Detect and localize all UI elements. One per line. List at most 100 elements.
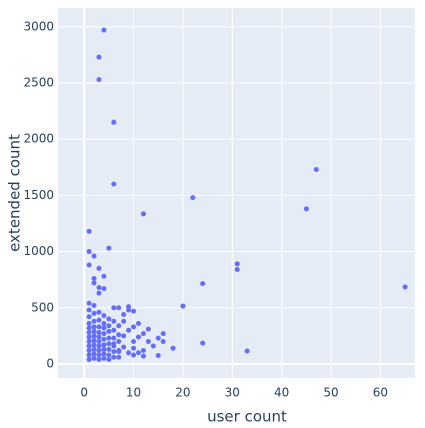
point	[106, 245, 112, 251]
point	[111, 305, 117, 311]
point	[106, 346, 112, 352]
point	[96, 324, 102, 330]
point	[101, 346, 107, 352]
point	[86, 338, 92, 344]
point	[86, 325, 92, 331]
point	[106, 356, 112, 362]
point	[101, 336, 107, 342]
point	[96, 285, 102, 291]
point	[96, 309, 102, 315]
point	[303, 206, 309, 212]
point	[101, 355, 107, 361]
x-tick-label: 20	[175, 386, 190, 400]
point	[190, 195, 196, 201]
point	[91, 318, 97, 324]
point	[121, 344, 127, 350]
point	[111, 181, 117, 187]
point	[86, 314, 92, 320]
point	[200, 281, 206, 287]
point	[155, 335, 161, 341]
point	[116, 323, 122, 329]
point	[160, 331, 166, 337]
x-tick-label: 50	[323, 386, 338, 400]
point	[131, 338, 137, 344]
point	[111, 335, 117, 341]
point	[96, 338, 102, 344]
point	[140, 353, 146, 359]
point	[96, 347, 102, 353]
point	[170, 345, 176, 351]
point	[234, 261, 240, 267]
point	[86, 334, 92, 340]
x-tick-label: 30	[225, 386, 240, 400]
x-tick-label: 40	[274, 386, 289, 400]
point	[140, 211, 146, 217]
point	[91, 303, 97, 309]
x-tick-label: 0	[80, 386, 88, 400]
point	[131, 308, 137, 314]
point	[91, 342, 97, 348]
point	[86, 300, 92, 306]
point	[116, 354, 122, 360]
point	[96, 343, 102, 349]
point	[180, 303, 186, 309]
point	[150, 343, 156, 349]
point	[106, 352, 112, 358]
y-tick-label: 2000	[23, 132, 54, 146]
point	[234, 267, 240, 273]
point	[96, 77, 102, 83]
point	[91, 253, 97, 259]
point	[106, 316, 112, 322]
point	[111, 318, 117, 324]
point	[126, 350, 132, 356]
point	[135, 334, 141, 340]
point	[86, 262, 92, 268]
point	[96, 317, 102, 323]
point	[111, 354, 117, 360]
point	[86, 329, 92, 335]
y-tick-label: 0	[46, 356, 54, 370]
point	[91, 333, 97, 339]
point	[106, 323, 112, 329]
point	[131, 345, 137, 351]
point	[111, 349, 117, 355]
point	[145, 326, 151, 332]
point	[86, 320, 92, 326]
point	[145, 338, 151, 344]
point	[135, 350, 141, 356]
point	[101, 273, 107, 279]
point	[101, 313, 107, 319]
point	[106, 341, 112, 347]
point	[101, 325, 107, 331]
point	[101, 331, 107, 337]
point	[91, 351, 97, 357]
point	[96, 265, 102, 271]
point	[91, 280, 97, 286]
point	[155, 353, 161, 359]
point	[101, 342, 107, 348]
point	[244, 348, 250, 354]
point	[91, 328, 97, 334]
point	[121, 318, 127, 324]
point	[140, 331, 146, 337]
point	[140, 347, 146, 353]
point	[111, 327, 117, 333]
point	[86, 356, 92, 362]
point	[96, 334, 102, 340]
y-tick-label: 500	[31, 300, 54, 314]
y-tick-label: 1500	[23, 188, 54, 202]
point	[126, 304, 132, 310]
point	[101, 351, 107, 357]
point	[86, 352, 92, 358]
point	[96, 290, 102, 296]
x-tick-label: 60	[373, 386, 388, 400]
point	[91, 355, 97, 361]
point	[116, 332, 122, 338]
point	[86, 228, 92, 234]
point	[86, 343, 92, 349]
point	[121, 333, 127, 339]
point	[91, 310, 97, 316]
point	[131, 324, 137, 330]
point	[86, 249, 92, 255]
